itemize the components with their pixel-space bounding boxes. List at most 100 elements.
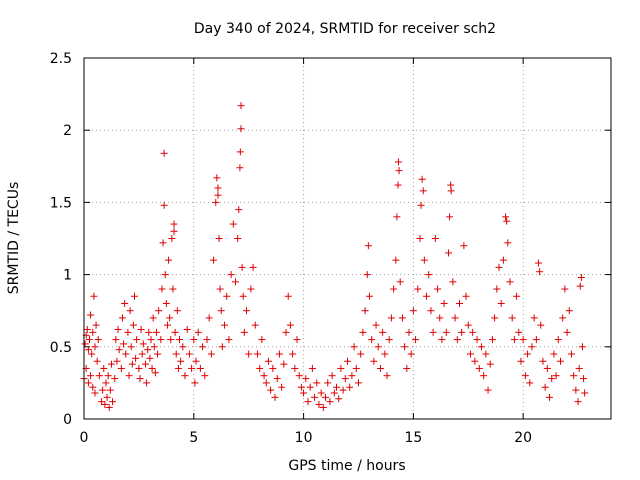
data-point bbox=[335, 395, 343, 403]
data-point bbox=[106, 386, 114, 394]
data-point bbox=[137, 325, 145, 333]
data-point bbox=[171, 328, 179, 336]
data-point bbox=[289, 350, 297, 358]
data-point bbox=[183, 325, 191, 333]
data-point bbox=[548, 375, 556, 383]
data-point bbox=[447, 187, 455, 195]
y-tick-label: 0.5 bbox=[50, 340, 72, 356]
data-point bbox=[128, 360, 136, 368]
data-point bbox=[455, 299, 463, 307]
data-point bbox=[425, 271, 433, 279]
data-point bbox=[179, 343, 187, 351]
data-point bbox=[346, 383, 354, 391]
data-point bbox=[148, 364, 156, 372]
data-point bbox=[482, 350, 490, 358]
data-point bbox=[326, 398, 334, 406]
data-point bbox=[149, 314, 157, 322]
data-point bbox=[393, 213, 401, 221]
data-point bbox=[419, 187, 427, 195]
data-point bbox=[417, 201, 425, 209]
data-point bbox=[291, 364, 299, 372]
data-point bbox=[304, 398, 312, 406]
data-point bbox=[510, 336, 518, 344]
data-point bbox=[434, 285, 442, 293]
data-point bbox=[361, 307, 369, 315]
data-point bbox=[460, 242, 468, 250]
data-point bbox=[286, 321, 294, 329]
data-point bbox=[317, 389, 325, 397]
data-point bbox=[104, 372, 112, 380]
data-point bbox=[578, 343, 586, 351]
data-point bbox=[528, 343, 536, 351]
data-point bbox=[107, 360, 115, 368]
data-point bbox=[249, 263, 257, 271]
data-point bbox=[572, 386, 580, 394]
data-point bbox=[213, 174, 221, 182]
data-point bbox=[90, 292, 98, 300]
data-point bbox=[114, 325, 122, 333]
data-point bbox=[387, 314, 395, 322]
data-point bbox=[503, 217, 511, 225]
data-point bbox=[576, 282, 584, 290]
data-point bbox=[111, 375, 119, 383]
data-point bbox=[368, 336, 376, 344]
data-point bbox=[235, 206, 243, 214]
data-point bbox=[546, 393, 554, 401]
data-point bbox=[143, 379, 151, 387]
data-point bbox=[256, 364, 264, 372]
data-point bbox=[273, 375, 281, 383]
data-point bbox=[138, 350, 146, 358]
x-axis-label: GPS time / hours bbox=[288, 458, 405, 474]
data-point bbox=[311, 393, 319, 401]
data-point bbox=[232, 278, 240, 286]
data-point bbox=[319, 403, 327, 411]
data-point bbox=[401, 343, 409, 351]
data-point bbox=[394, 158, 402, 166]
data-point bbox=[521, 372, 529, 380]
data-point bbox=[216, 285, 224, 293]
data-point bbox=[363, 271, 371, 279]
data-point bbox=[98, 398, 106, 406]
data-point bbox=[215, 235, 223, 242]
data-point bbox=[154, 350, 162, 358]
data-point bbox=[262, 379, 270, 387]
data-point bbox=[85, 336, 93, 344]
data-point bbox=[102, 379, 110, 387]
data-point bbox=[141, 360, 149, 368]
data-point bbox=[473, 336, 481, 344]
data-point bbox=[93, 357, 101, 365]
data-point bbox=[159, 239, 167, 247]
y-tick-label: 0 bbox=[63, 412, 72, 428]
data-point bbox=[81, 340, 89, 348]
data-point bbox=[515, 328, 523, 336]
data-point bbox=[278, 383, 286, 391]
data-point bbox=[188, 364, 196, 372]
data-point bbox=[120, 340, 128, 348]
data-point bbox=[295, 372, 303, 380]
data-point bbox=[552, 372, 560, 380]
data-point bbox=[495, 263, 503, 271]
data-point bbox=[271, 393, 279, 401]
data-point bbox=[87, 311, 95, 319]
data-point bbox=[124, 328, 132, 336]
data-point bbox=[88, 350, 96, 358]
data-point bbox=[94, 336, 102, 344]
data-point bbox=[280, 360, 288, 368]
data-point bbox=[383, 372, 391, 380]
data-point bbox=[115, 346, 123, 354]
y-axis-label: SRMTID / TECUs bbox=[6, 182, 22, 295]
data-point bbox=[357, 350, 365, 358]
data-point bbox=[330, 389, 338, 397]
data-point bbox=[170, 220, 178, 228]
data-point bbox=[166, 314, 174, 322]
data-point bbox=[176, 336, 184, 344]
data-point bbox=[392, 256, 400, 264]
data-point bbox=[269, 364, 277, 372]
data-point bbox=[559, 314, 567, 322]
data-point bbox=[517, 357, 525, 365]
data-point bbox=[436, 314, 444, 322]
data-point bbox=[103, 393, 111, 401]
data-point bbox=[217, 307, 225, 315]
data-point bbox=[365, 292, 373, 300]
data-point bbox=[506, 278, 514, 286]
